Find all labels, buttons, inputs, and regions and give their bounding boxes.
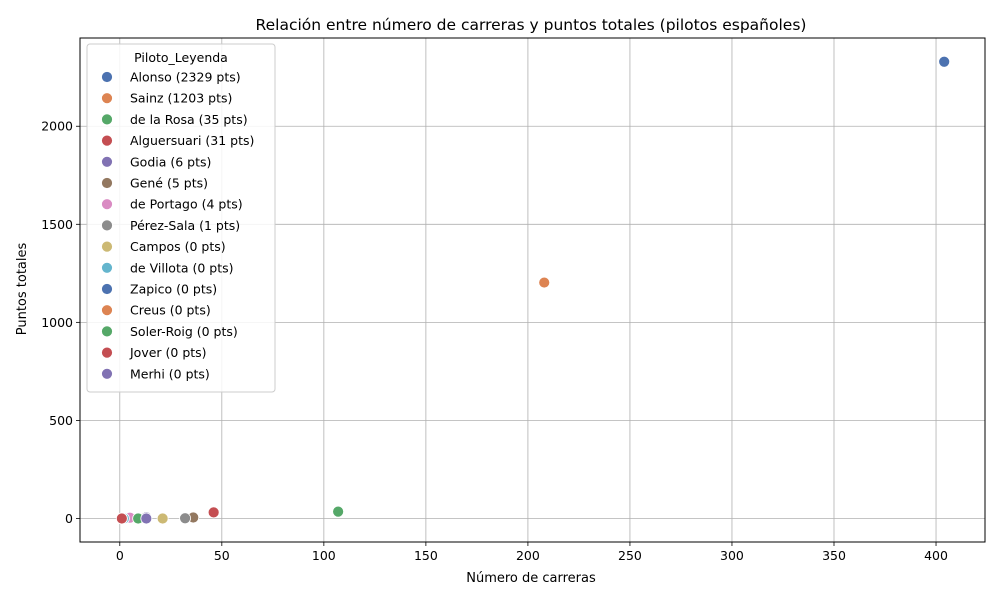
x-tick-label: 50 <box>214 548 230 563</box>
legend-marker <box>101 71 113 83</box>
y-tick-label: 500 <box>49 413 73 428</box>
legend-entry-label: de Villota (0 pts) <box>130 260 234 275</box>
x-tick-label: 200 <box>516 548 540 563</box>
x-tick-label: 0 <box>116 548 124 563</box>
legend-entry-label: Zapico (0 pts) <box>130 282 217 297</box>
data-point <box>207 506 220 519</box>
plot-area-frame <box>79 37 986 543</box>
data-points <box>115 55 951 525</box>
x-tick-label: 350 <box>822 548 846 563</box>
legend-entry-label: Merhi (0 pts) <box>130 366 210 381</box>
legend-marker <box>101 304 113 317</box>
legend-marker <box>101 240 113 253</box>
legend: Piloto_Leyenda Alonso (2329 pts) Sainz (1… <box>86 43 276 393</box>
y-tick-label: 1000 <box>41 315 73 330</box>
x-axis-label: Número de carreras <box>466 571 596 586</box>
legend-marker <box>101 219 113 232</box>
x-tick-label: 250 <box>618 548 642 563</box>
y-axis-ticks: 0 500 1000 1500 2000 <box>41 119 80 526</box>
legend-marker <box>101 113 113 126</box>
legend-box <box>86 43 276 393</box>
legend-entry-label: de Portago (4 pts) <box>130 197 243 212</box>
legend-marker <box>101 325 113 338</box>
data-point <box>938 55 951 68</box>
legend-entry-label: Alonso (2329 pts) <box>130 70 241 85</box>
legend-entry-label: Soler-Roig (0 pts) <box>130 324 238 339</box>
legend-marker <box>101 155 113 168</box>
chart-title: Relación entre número de carreras y punt… <box>256 16 807 34</box>
legend-marker <box>101 198 113 211</box>
y-tick-label: 1500 <box>41 217 73 232</box>
data-point <box>140 512 153 525</box>
legend-marker <box>101 367 113 380</box>
y-axis-label: Puntos totales <box>15 243 30 336</box>
data-point <box>156 512 169 525</box>
x-tick-label: 300 <box>720 548 744 563</box>
legend-marker <box>101 261 113 274</box>
legend-marker <box>101 134 113 147</box>
legend-entry-label: Sainz (1203 pts) <box>130 91 232 106</box>
x-tick-label: 100 <box>312 548 336 563</box>
legend-marker <box>101 177 113 189</box>
legend-entry-label: Jover (0 pts) <box>129 345 207 360</box>
data-point <box>332 505 345 518</box>
legend-marker <box>101 283 113 295</box>
legend-entry-label: Creus (0 pts) <box>130 303 211 318</box>
legend-title: Piloto_Leyenda <box>134 50 228 65</box>
x-axis-ticks: 0 50 100 150 200 250 300 350 400 <box>116 542 948 563</box>
legend-marker <box>101 92 113 105</box>
legend-entry-label: Campos (0 pts) <box>130 239 226 254</box>
y-tick-label: 2000 <box>41 119 73 134</box>
x-tick-label: 150 <box>414 548 438 563</box>
legend-entry-label: de la Rosa (35 pts) <box>130 112 248 127</box>
legend-entry-label: Godia (6 pts) <box>130 154 211 169</box>
legend-entry-label: Alguersuari (31 pts) <box>130 133 254 148</box>
legend-entry-label: Gené (5 pts) <box>130 176 208 191</box>
legend-marker <box>101 346 113 359</box>
x-tick-label: 400 <box>924 548 948 563</box>
y-tick-label: 0 <box>65 511 73 526</box>
data-point <box>179 512 191 525</box>
legend-entry-label: Pérez-Sala (1 pts) <box>130 218 240 233</box>
data-point <box>115 512 128 525</box>
data-point <box>538 276 551 289</box>
